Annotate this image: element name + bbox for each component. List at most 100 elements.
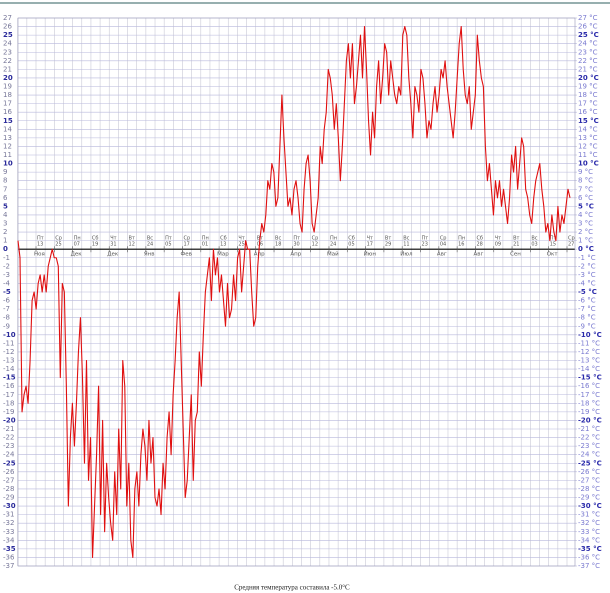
- y-tick-label: -13: [3, 357, 14, 365]
- y2-tick-label: 11 °C: [578, 151, 598, 159]
- y-tick-label: -29: [3, 494, 14, 502]
- y2-tick-label: -21 °C: [578, 425, 600, 433]
- day-number: 24: [147, 242, 153, 248]
- y-tick-label: -24: [3, 451, 15, 459]
- y-tick-label: 14: [3, 125, 12, 133]
- day-number: 24: [330, 242, 336, 248]
- day-weekday: Ср: [55, 236, 62, 242]
- day-number: 13: [37, 242, 43, 248]
- day-number: 13: [220, 242, 226, 248]
- y-tick-label: 13: [3, 134, 12, 142]
- y-tick-label: 8: [3, 177, 7, 185]
- y2-tick-label: -20 °C: [578, 416, 602, 424]
- day-number: 09: [495, 242, 501, 248]
- y2-tick-label: -1 °C: [578, 254, 596, 262]
- y2-tick-label: 21 °C: [578, 65, 598, 73]
- day-number: 28: [476, 242, 482, 248]
- day-number: 01: [202, 242, 208, 248]
- month-label: Окт: [547, 252, 559, 258]
- day-number: 12: [129, 242, 135, 248]
- y-tick-label: -27: [3, 476, 14, 484]
- day-weekday: Ср: [440, 236, 447, 242]
- y2-tick-label: -35 °C: [578, 545, 602, 553]
- y-tick-label: 22: [3, 57, 12, 65]
- day-number: 12: [312, 242, 318, 248]
- day-weekday: Ср: [312, 236, 319, 242]
- y2-tick-label: 23 °C: [578, 48, 598, 56]
- y2-tick-label: -33 °C: [578, 528, 600, 536]
- month-label: Май: [327, 251, 339, 258]
- month-label: Дек: [107, 252, 119, 258]
- month-label: Фев: [180, 252, 191, 258]
- y-tick-label: -26: [3, 468, 15, 476]
- y-tick-label: -34: [3, 536, 15, 544]
- y-tick-label: 17: [3, 100, 12, 108]
- y2-tick-label: -27 °C: [578, 476, 600, 484]
- y2-tick-label: 5 °C: [578, 202, 594, 210]
- y-tick-label: 6: [3, 194, 8, 202]
- y2-tick-label: 14 °C: [578, 125, 598, 133]
- y-tick-label: -35: [3, 545, 16, 553]
- day-number: 17: [367, 242, 373, 248]
- y2-tick-label: 19 °C: [578, 83, 598, 91]
- y2-tick-label: -29 °C: [578, 494, 600, 502]
- y2-tick-label: 13 °C: [578, 134, 598, 142]
- y2-tick-label: 4 °C: [578, 211, 593, 219]
- y2-tick-label: 0 °C: [578, 245, 594, 253]
- day-weekday: Пт: [422, 236, 429, 242]
- month-label: Сен: [510, 252, 521, 258]
- y-tick-label: 20: [3, 74, 13, 82]
- day-weekday: Вс: [147, 236, 153, 242]
- day-weekday: Чт: [110, 236, 116, 242]
- y2-tick-label: -23 °C: [578, 442, 600, 450]
- y-tick-label: -5: [3, 288, 11, 296]
- day-weekday: Пн: [202, 236, 209, 242]
- y-tick-label: -8: [3, 314, 10, 322]
- y2-tick-label: 9 °C: [578, 168, 593, 176]
- month-label: Авг: [437, 252, 447, 258]
- day-number: 25: [238, 242, 244, 248]
- y2-tick-label: -2 °C: [578, 262, 596, 270]
- y-tick-label: 18: [3, 91, 12, 99]
- month-label: Мар: [217, 252, 229, 258]
- y2-tick-label: -22 °C: [578, 434, 600, 442]
- y-tick-label: 3: [3, 220, 7, 228]
- y-tick-label: 2: [3, 228, 7, 236]
- day-weekday: Вс: [531, 236, 537, 242]
- day-weekday: Пт: [293, 236, 300, 242]
- day-weekday: Пн: [330, 236, 337, 242]
- day-number: 16: [458, 242, 464, 248]
- y-tick-label: 16: [3, 108, 12, 116]
- y2-tick-label: 17 °C: [578, 100, 598, 108]
- day-weekday: Пт: [550, 236, 557, 242]
- y2-tick-label: -9 °C: [578, 322, 596, 330]
- day-weekday: Сб: [92, 236, 99, 242]
- y-tick-label: 21: [3, 65, 12, 73]
- y-tick-label: -17: [3, 391, 14, 399]
- y2-tick-label: -10 °C: [578, 331, 602, 339]
- y-tick-label: 1: [3, 237, 7, 245]
- y2-tick-label: 10 °C: [578, 160, 599, 168]
- y-tick-label: 12: [3, 142, 12, 150]
- day-number: 07: [74, 242, 80, 248]
- y-tick-label: -3: [3, 271, 10, 279]
- y2-tick-label: 20 °C: [578, 74, 599, 82]
- plot-frame: [17, 17, 576, 567]
- y2-tick-label: -6 °C: [578, 297, 596, 305]
- y-tick-label: -20: [3, 416, 16, 424]
- y2-tick-label: -14 °C: [578, 365, 600, 373]
- month-label: Ноя: [34, 252, 45, 258]
- day-weekday: Пт: [165, 236, 172, 242]
- y2-tick-label: 7 °C: [578, 185, 593, 193]
- month-label: Авг: [473, 252, 483, 258]
- month-label: Июл: [400, 252, 413, 258]
- y2-tick-label: 6 °C: [578, 194, 593, 202]
- temperature-line: [17, 26, 571, 558]
- y2-tick-label: -26 °C: [578, 468, 600, 476]
- day-weekday: Сб: [220, 236, 227, 242]
- y2-tick-label: 8 °C: [578, 177, 593, 185]
- day-weekday: Чт: [367, 236, 373, 242]
- day-number: 15: [550, 242, 556, 248]
- day-weekday: Сб: [476, 236, 483, 242]
- y2-tick-label: -3 °C: [578, 271, 596, 279]
